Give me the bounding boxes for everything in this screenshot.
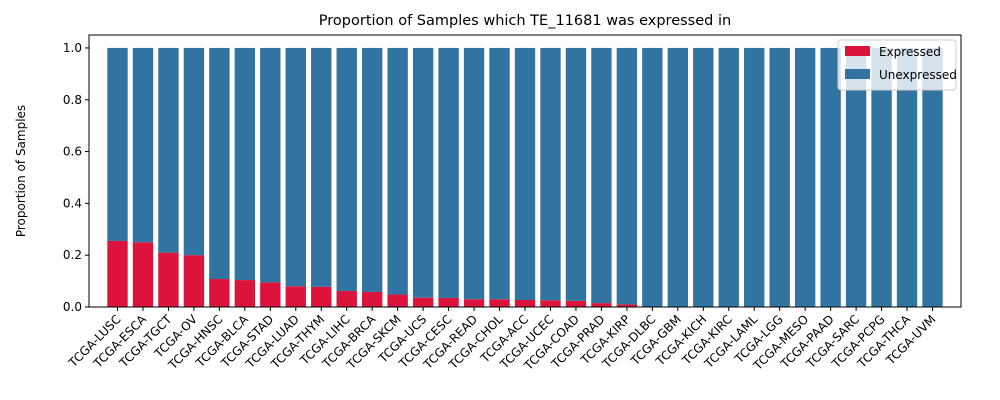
bar-unexpressed-tcga-pcpg [871, 47, 892, 307]
legend-swatch-expressed [845, 46, 870, 56]
bar-unexpressed-tcga-blca [234, 47, 256, 281]
legend-swatch-unexpressed [845, 69, 870, 79]
bar-unexpressed-tcga-lusc [107, 47, 128, 241]
bar-unexpressed-tcga-prad [591, 47, 612, 304]
bar-unexpressed-tcga-ov [183, 47, 205, 256]
bar-unexpressed-tcga-stad [260, 47, 281, 283]
bar-unexpressed-tcga-ucs [412, 47, 434, 298]
bar-unexpressed-tcga-thca [896, 47, 918, 307]
bar-expressed-tcga-thym [311, 286, 332, 307]
bar-unexpressed-tcga-ucec [540, 47, 561, 301]
bar-unexpressed-tcga-paad [820, 47, 841, 307]
bar-expressed-tcga-acc [514, 300, 536, 307]
bar-unexpressed-tcga-lihc [336, 47, 357, 291]
bar-expressed-tcga-cesc [438, 297, 459, 307]
bar-unexpressed-tcga-coad [565, 47, 587, 301]
y-axis-label: Proportion of Samples [14, 105, 28, 237]
bar-unexpressed-tcga-acc [514, 47, 536, 301]
bar-unexpressed-tcga-chol [489, 47, 510, 300]
bar-expressed-tcga-ucs [412, 297, 434, 307]
bar-expressed-tcga-blca [234, 280, 256, 307]
bar-unexpressed-tcga-skcm [387, 47, 408, 295]
chart-title: Proportion of Samples which TE_11681 was… [319, 13, 731, 29]
bar-expressed-tcga-stad [260, 282, 281, 307]
bar-unexpressed-tcga-esca [132, 47, 154, 243]
bar-expressed-tcga-ucec [540, 300, 561, 307]
bar-group [107, 47, 943, 307]
bar-expressed-tcga-prad [591, 303, 612, 307]
bar-unexpressed-tcga-cesc [438, 47, 459, 298]
y-tick-label: 0.2 [63, 248, 82, 262]
bar-unexpressed-tcga-lgg [769, 47, 790, 307]
bar-unexpressed-tcga-gbm [667, 47, 688, 307]
bar-unexpressed-tcga-hnsc [209, 47, 230, 280]
bar-expressed-tcga-skcm [387, 294, 408, 307]
bar-expressed-tcga-read [463, 299, 485, 307]
bar-expressed-tcga-ov [183, 255, 205, 307]
bar-expressed-tcga-brca [362, 291, 383, 307]
legend-label-expressed: Expressed [879, 45, 941, 59]
bar-expressed-tcga-chol [489, 299, 510, 307]
y-tick-label: 0.6 [63, 145, 82, 159]
bar-expressed-tcga-tgct [158, 252, 179, 307]
bar-expressed-tcga-kirp [616, 304, 638, 307]
bar-unexpressed-tcga-kirp [616, 47, 638, 305]
bar-unexpressed-tcga-kich [693, 47, 714, 307]
bar-unexpressed-tcga-uvm [922, 47, 943, 307]
legend-label-unexpressed: Unexpressed [879, 68, 957, 82]
bar-expressed-tcga-esca [132, 242, 154, 307]
y-tick-label: 0.8 [63, 93, 82, 107]
bar-unexpressed-tcga-laml [744, 47, 765, 307]
bar-unexpressed-tcga-dlbc [642, 47, 663, 307]
bar-unexpressed-tcga-read [463, 47, 485, 300]
plot-frame [88, 34, 962, 308]
bar-expressed-tcga-lusc [107, 240, 128, 307]
x-axis: TCGA-LUSCTCGA-ESCATCGA-TGCTTCGA-OVTCGA-H… [65, 307, 939, 373]
bar-expressed-tcga-luad [285, 286, 306, 307]
legend: Expressed Unexpressed [837, 39, 957, 91]
bar-unexpressed-tcga-luad [285, 47, 306, 287]
bar-unexpressed-tcga-kirc [718, 47, 739, 307]
y-tick-label: 1.0 [63, 41, 82, 55]
bar-unexpressed-tcga-tgct [158, 47, 179, 253]
bar-unexpressed-tcga-meso [794, 47, 816, 307]
bar-unexpressed-tcga-sarc [845, 47, 867, 307]
y-tick-label: 0.0 [63, 300, 82, 314]
y-tick-label: 0.4 [63, 196, 82, 210]
bar-unexpressed-tcga-brca [362, 47, 383, 292]
bar-unexpressed-tcga-thym [311, 47, 332, 287]
bar-expressed-tcga-coad [565, 300, 587, 307]
y-axis: 0.0 0.2 0.4 0.6 0.8 1.0 [63, 41, 89, 314]
bar-expressed-tcga-hnsc [209, 279, 230, 307]
bar-expressed-tcga-lihc [336, 290, 357, 307]
